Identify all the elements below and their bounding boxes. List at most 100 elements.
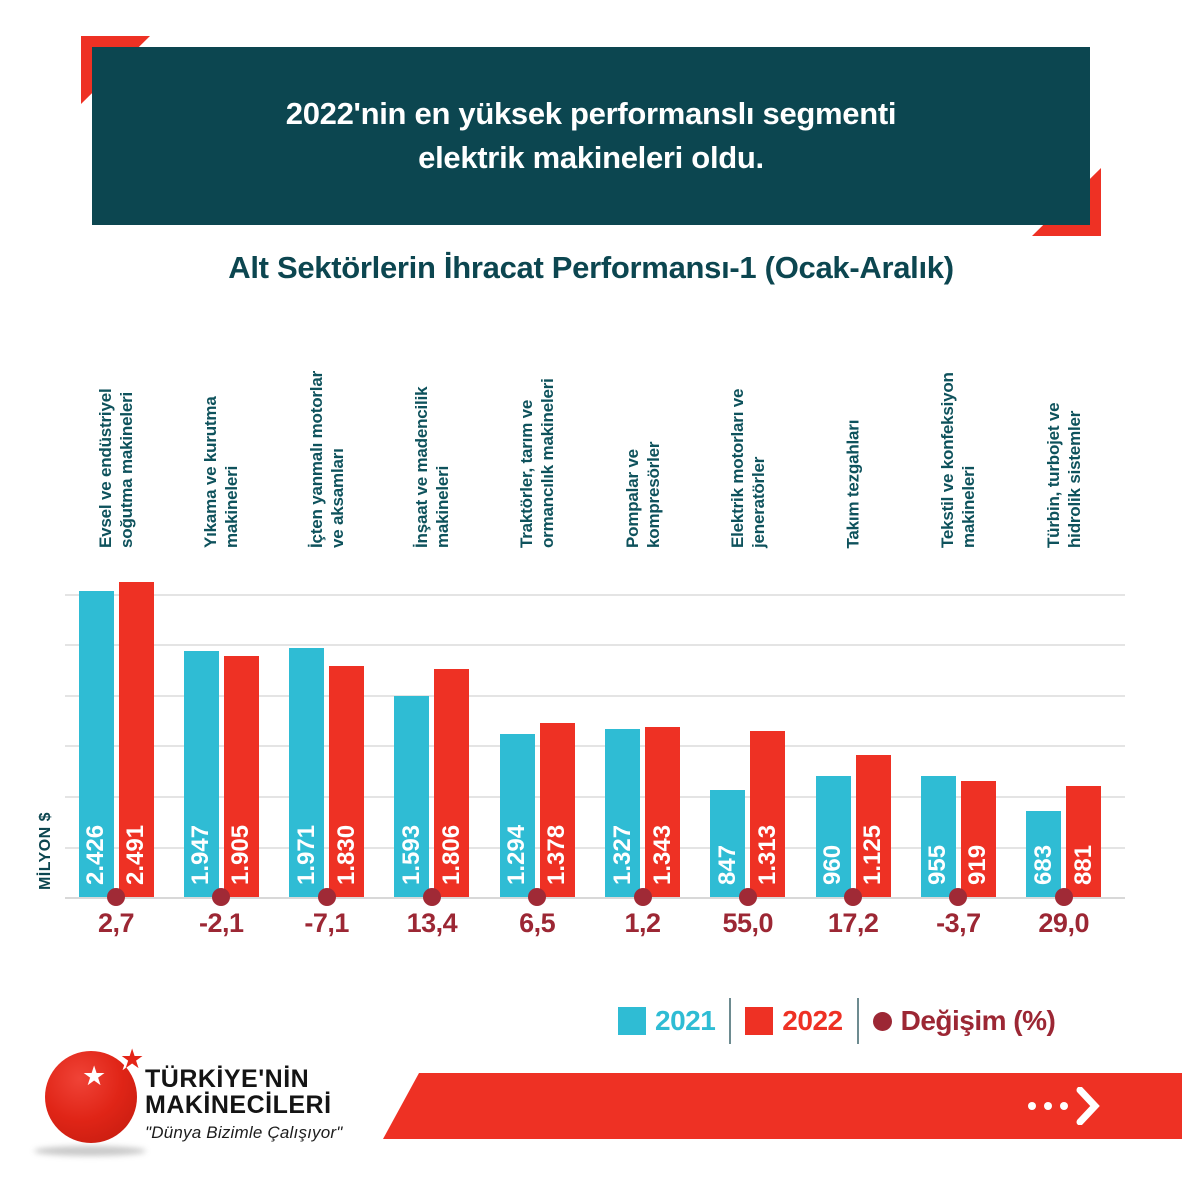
legend-item-2022: 2022 (745, 1005, 843, 1037)
change-percent-label: 2,7 (97, 908, 135, 938)
headline-banner: 2022'nin en yüksek performanslı segmenti… (92, 47, 1090, 225)
y-axis-unit-label: MİLYON $ (37, 811, 54, 891)
bar-2022-4 (434, 669, 470, 897)
bar-2021-6 (605, 729, 640, 897)
change-percent-label: -3,7 (936, 908, 981, 938)
change-dot-icon (1054, 888, 1073, 906)
gridline (65, 694, 1125, 697)
bar-value-label: 1.905 (227, 824, 255, 885)
category-label: İçten yanmalı motorlar ve aksamları (306, 371, 347, 548)
category-label: Türbin, turbojet ve hidrolik sistemler (1043, 402, 1084, 548)
legend-swatch-2022 (745, 1007, 774, 1035)
bar-value-label: 1.971 (292, 824, 320, 885)
bar-2021-8 (815, 776, 851, 897)
change-dot-icon (107, 888, 125, 906)
bar-2022-6 (645, 727, 680, 897)
bar-value-label: 1.593 (397, 824, 425, 885)
x-axis-baseline (65, 897, 1125, 899)
gridline (65, 644, 1125, 647)
category-label: Elektrik motorları ve jeneratörler (727, 388, 768, 548)
star-icon: ★ (120, 1044, 145, 1074)
bar-2021-5 (499, 734, 535, 897)
bar-value-label: 881 (1069, 844, 1097, 885)
headline-line-1: 2022'nin en yüksek performanslı segmenti (285, 96, 897, 131)
legend-item-2021: 2021 (618, 1005, 716, 1037)
bar-value-label: 1.343 (648, 824, 676, 885)
change-percent-label: 6,5 (519, 908, 556, 938)
bar-2021-4 (394, 696, 430, 897)
category-label: Yıkama ve kurutma makineleri (201, 396, 242, 548)
change-dot-icon (949, 888, 968, 906)
brand-name-line-1: TÜRKİYE'NİN (145, 1065, 310, 1093)
gridline (65, 745, 1125, 748)
logo-shadow (34, 1146, 146, 1156)
legend-label-change: Değişim (%) (900, 1005, 1056, 1036)
bar-value-label: 2.426 (82, 824, 109, 885)
chart-title: Alt Sektörlerin İhracat Performansı-1 (O… (228, 250, 954, 285)
star-icon: ★ (82, 1061, 107, 1091)
bar-value-label: 1.947 (187, 824, 215, 885)
change-dot-icon (212, 888, 231, 906)
bar-value-label: 919 (964, 844, 992, 885)
legend-label-2021: 2021 (655, 1005, 716, 1036)
category-label: İnşaat ve madencilik makineleri (411, 386, 452, 548)
change-dot-icon (633, 888, 652, 906)
bar-2022-10 (1066, 786, 1102, 897)
next-page-banner[interactable] (383, 1073, 1182, 1139)
change-percent-label: 29,0 (1038, 908, 1089, 938)
change-percent-label: -7,1 (304, 908, 349, 938)
chart-legend: 2021 2022 Değişim (%) (618, 998, 1056, 1044)
brand-text-block: TÜRKİYE'NİN MAKİNECİLERİ "Dünya Bizimle … (145, 1066, 343, 1143)
dot-icon (1044, 1102, 1052, 1110)
bar-value-label: 960 (819, 844, 847, 885)
bar-value-label: 1.125 (859, 824, 887, 885)
dots-chevron-right-icon (1028, 1087, 1100, 1125)
category-label: Pompalar ve kompresörler (622, 441, 663, 548)
bar-2022-1 (118, 582, 154, 897)
bar-2021-7 (710, 790, 746, 897)
change-dot-icon (844, 888, 863, 906)
change-dot-icon (528, 888, 547, 906)
bar-2022-7 (750, 731, 786, 897)
category-label: Tekstil ve konfeksiyon makineleri (938, 372, 979, 548)
bar-2022-3 (329, 666, 365, 897)
brand-tagline: "Dünya Bizimle Çalışıyor" (145, 1123, 343, 1142)
headline-line-2: elektrik makineleri oldu. (418, 140, 764, 175)
bar-value-label: 1.830 (332, 824, 360, 885)
dot-icon (1028, 1102, 1036, 1110)
bar-2021-1 (78, 591, 114, 897)
change-dot-icon (422, 888, 441, 906)
change-percent-label: 1,2 (624, 908, 661, 938)
bar-2022-5 (539, 723, 575, 897)
chevron-right-icon (1076, 1087, 1100, 1125)
gridline (65, 593, 1125, 596)
change-percent-label: -2,1 (199, 908, 244, 938)
category-label: Takım tezgahları (843, 419, 863, 548)
bar-value-label: 1.327 (608, 824, 636, 885)
change-percent-label: 13,4 (406, 908, 458, 938)
category-label: Evsel ve endüstriyel soğutma makineleri (96, 388, 136, 548)
legend-divider (856, 998, 859, 1044)
legend-label-2022: 2022 (782, 1005, 843, 1036)
bar-value-label: 955 (924, 844, 952, 885)
change-dot-icon (317, 888, 336, 906)
change-dot-icon (738, 888, 757, 906)
gridline (65, 796, 1125, 798)
brand-logo (45, 1051, 137, 1143)
bar-2021-9 (920, 776, 956, 897)
brand-name-line-2: MAKİNECİLERİ (145, 1091, 332, 1119)
legend-item-change: Değişim (%) (872, 1005, 1056, 1037)
change-percent-label: 55,0 (722, 908, 774, 938)
bar-2022-2 (223, 656, 259, 897)
bar-value-label: 1.378 (543, 824, 571, 885)
star-outline-icon: ★ (115, 1037, 148, 1078)
bar-2022-9 (960, 781, 996, 897)
change-dot-icon (872, 1011, 892, 1031)
gridline (65, 846, 1125, 849)
change-percent-label: 17,2 (827, 908, 879, 938)
bar-2021-3 (289, 648, 325, 897)
category-label: Traktörler, tarım ve ormancılık makinele… (517, 378, 558, 548)
bar-value-label: 2.491 (122, 824, 149, 885)
